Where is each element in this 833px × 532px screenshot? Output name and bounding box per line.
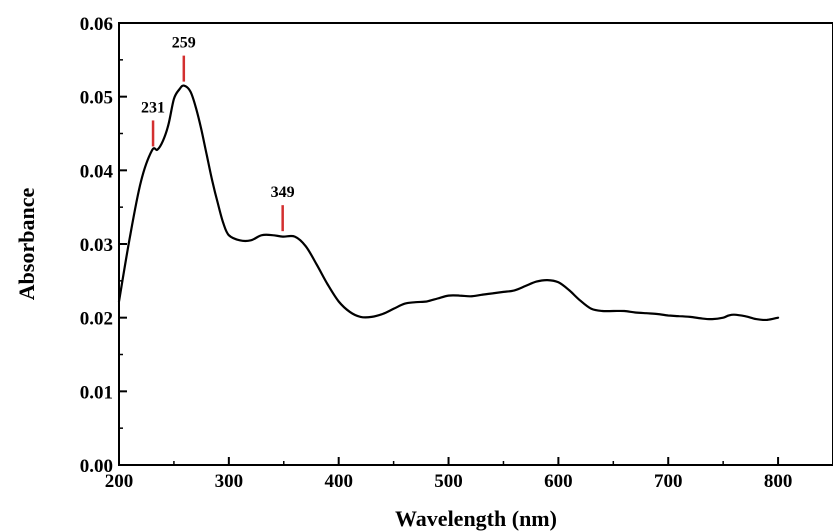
y-axis: 0.00 0.01 0.02 0.03 0.04 0.05 0.06 (80, 14, 127, 477)
y-tick-label: 0.05 (80, 88, 113, 109)
peak-annotations: 231 259 349 (141, 35, 295, 232)
x-tick-label: 500 (434, 471, 463, 492)
y-tick-label: 0.04 (80, 161, 114, 182)
peak-label: 349 (271, 184, 295, 201)
x-tick-label: 300 (215, 471, 244, 492)
plot-frame (118, 22, 833, 466)
y-tick-label: 0.00 (80, 456, 113, 477)
x-tick-label: 700 (654, 471, 683, 492)
x-tick-label: 600 (544, 471, 573, 492)
y-tick-label: 0.06 (80, 14, 113, 35)
x-tick-label: 800 (764, 471, 793, 492)
peak-label: 259 (172, 35, 196, 52)
y-axis-title: Absorbance (14, 188, 39, 301)
y-tick-label: 0.02 (80, 309, 113, 330)
peak-label: 231 (141, 99, 165, 116)
x-axis-title: Wavelength (nm) (395, 506, 557, 531)
y-tick-label: 0.01 (80, 382, 113, 403)
x-tick-label: 400 (324, 471, 353, 492)
x-axis: 200 300 400 500 600 700 800 (105, 457, 793, 492)
absorbance-series-line (117, 84, 780, 322)
x-tick-label: 200 (105, 471, 134, 492)
y-tick-label: 0.03 (80, 235, 113, 256)
